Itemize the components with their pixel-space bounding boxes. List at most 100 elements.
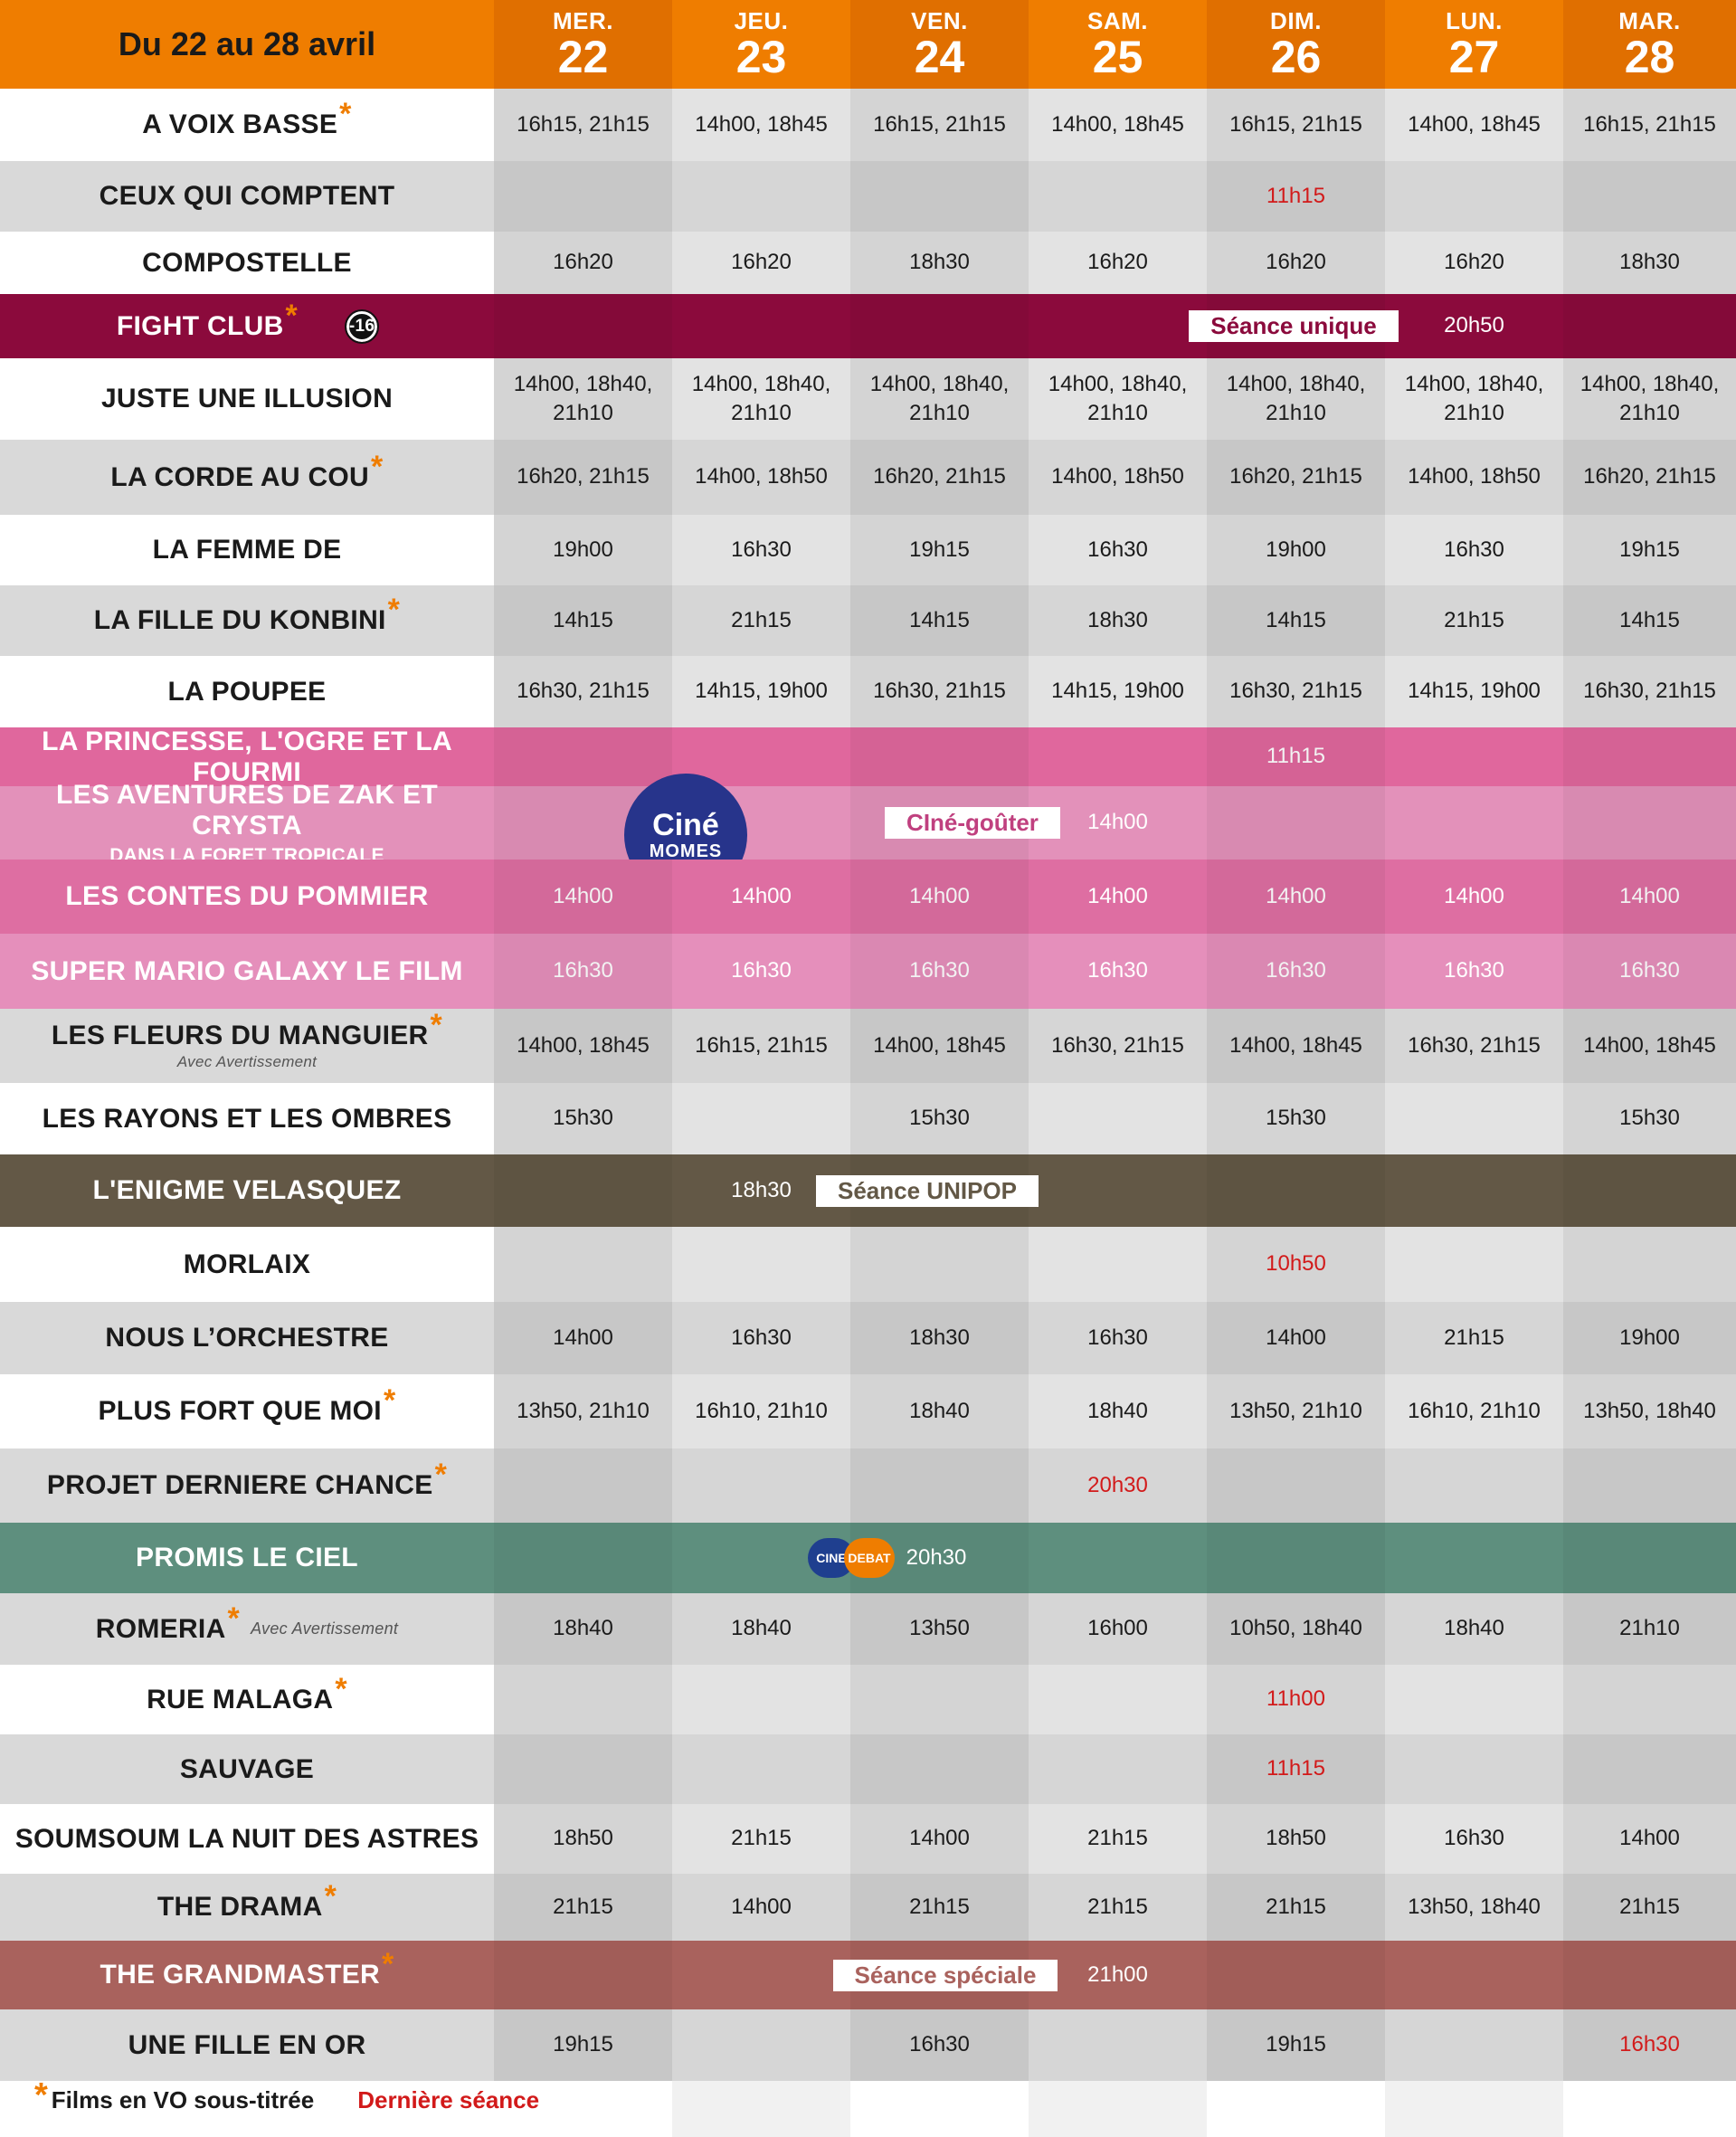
showtime-cell — [1029, 1083, 1207, 1154]
film-title-line: PROJET DERNIERE CHANCE * — [46, 1458, 448, 1500]
showtime-cell: 16h30, 21h15 — [1207, 656, 1385, 727]
film-title: ROMERIA — [95, 1613, 226, 1644]
day-name: JEU. — [734, 7, 789, 34]
film-title-cell: MORLAIX — [0, 1227, 494, 1302]
showtime-cell: 16h15, 21h15 — [1207, 89, 1385, 161]
showtime: 19h00 — [1266, 537, 1326, 562]
showtime-cell: 16h30, 21h15 — [1385, 1009, 1563, 1083]
showtime: 14h00, 18h45 — [873, 1032, 1006, 1058]
showtime-cell — [1385, 1734, 1563, 1804]
logo-debat: DEBAT — [844, 1538, 895, 1578]
session-badge-label: CIné-goûter — [885, 807, 1060, 839]
film-row: SAUVAGE 11h15 — [0, 1734, 1736, 1804]
film-title-line: THE GRANDMASTER * — [100, 1947, 394, 1990]
showtime-cell: 18h40 — [1385, 1593, 1563, 1665]
film-title: LES RAYONS ET LES OMBRES — [42, 1103, 452, 1134]
showtime: 15h30 — [1619, 1106, 1680, 1131]
showtime: 10h50, 18h40 — [1229, 1616, 1362, 1641]
showtime-cell — [1029, 1523, 1207, 1593]
film-row: COMPOSTELLE 16h20 16h20 18h30 16h20 16h20 16h2… — [0, 232, 1736, 294]
showtime-cell: 10h50, 18h40 — [1207, 1593, 1385, 1665]
showtime-cell: 19h15 — [1207, 2009, 1385, 2081]
showtime-cell: 21h15 — [1563, 1874, 1736, 1941]
film-row: RUE MALAGA * 11h00 — [0, 1665, 1736, 1734]
film-title: JUSTE UNE ILLUSION — [100, 384, 394, 413]
footer-cell — [1563, 2081, 1736, 2137]
showtime-cell: 11h15 — [1207, 161, 1385, 232]
showtime-cell: 14h00 — [494, 860, 672, 934]
session-time: 20h50 — [1385, 294, 1563, 358]
showtime: 16h30 — [731, 958, 792, 983]
film-title: LA POUPEE — [167, 676, 327, 707]
day-header-3: SAM. 25 — [1029, 0, 1207, 89]
showtime-cell: 21h15 — [1029, 1874, 1207, 1941]
film-title-line: SUPER MARIO GALAXY LE FILM — [31, 956, 462, 987]
warning-label: Avec Avertissement — [176, 1053, 318, 1070]
film-title-cell: FIGHT CLUB * -16 — [0, 294, 494, 358]
showtime-cell — [1563, 1941, 1736, 2009]
logo-line-1: Ciné — [652, 808, 719, 842]
showtime-cell: 14h15 — [850, 585, 1029, 656]
showtime-cell — [1385, 294, 1563, 358]
film-row: LES AVENTURES DE ZAK ET CRYSTA DANS LA FO… — [0, 774, 1736, 897]
day-number: 25 — [1092, 32, 1143, 82]
film-title: UNE FILLE EN OR — [128, 2029, 366, 2060]
showtime-cell — [672, 1941, 850, 2009]
film-title: MORLAIX — [183, 1249, 311, 1279]
showtime-cell: 21h15 — [850, 1874, 1029, 1941]
showtime-cell: 16h00 — [1029, 1593, 1207, 1665]
film-title-line: NOUS L’ORCHESTRE — [105, 1323, 388, 1353]
session-badge: Séance spéciale — [814, 1941, 1077, 2009]
session-badge: CIné-goûter — [868, 786, 1077, 860]
session-badge-label: Séance spéciale — [832, 1959, 1058, 1991]
showtime-cell: 11h15 — [1207, 1734, 1385, 1804]
film-row: SOUMSOUM LA NUIT DES ASTRES 18h50 21h15 14h… — [0, 1804, 1736, 1874]
session-badge: Séance UNIPOP — [805, 1154, 1049, 1227]
showtime-cell: 14h00, 18h40, 21h10 — [1385, 358, 1563, 440]
showtime-cell — [1029, 1227, 1207, 1302]
showtime: 16h20, 21h15 — [873, 464, 1006, 489]
showtime-cell: 19h15 — [850, 515, 1029, 585]
showtime: 21h00 — [1087, 1961, 1148, 1987]
showtime: 14h15 — [909, 607, 970, 632]
showtime: 14h00, 18h50 — [1051, 464, 1184, 489]
showtime: 21h15 — [731, 607, 792, 632]
film-title-line: L'ENIGME VELASQUEZ — [93, 1175, 402, 1206]
showtime-cell: 16h30 — [672, 515, 850, 585]
film-title-cell: PROJET DERNIERE CHANCE * — [0, 1448, 494, 1523]
film-title: THE DRAMA — [157, 1892, 323, 1922]
film-title-line: LES RAYONS ET LES OMBRES — [43, 1104, 452, 1135]
film-title-cell: LES FLEURS DU MANGUIER * Avec Avertissemen… — [0, 1009, 494, 1083]
footer-cell — [672, 2081, 850, 2137]
showtime-cell — [1029, 1154, 1207, 1227]
showtime-cell — [1563, 1665, 1736, 1734]
showtime-cell: 18h40 — [850, 1374, 1029, 1448]
showtime-cell: 14h00 — [672, 860, 850, 934]
showtime: 16h30 — [1444, 537, 1504, 562]
film-title-line: LA POUPEE — [168, 677, 327, 708]
showtime-cell: 11h00 — [1207, 1665, 1385, 1734]
film-row: THE DRAMA * 21h15 14h00 21h15 21h15 21h15 13h50… — [0, 1874, 1736, 1941]
showtime-cell: 10h50 — [1207, 1227, 1385, 1302]
film-row: CEUX QUI COMPTENT 11h15 — [0, 161, 1736, 232]
showtime: 21h15 — [553, 1894, 613, 1919]
showtime-cell: 14h00, 18h45 — [1385, 89, 1563, 161]
showtime: 16h30, 21h15 — [1051, 1032, 1184, 1058]
film-row: ROMERIA * Avec Avertissement 18h40 18h40 13h5… — [0, 1593, 1736, 1665]
legend-vo: Films en VO sous-titrée — [51, 2086, 315, 2113]
film-title-cell: UNE FILLE EN OR — [0, 2009, 494, 2081]
film-title-cell: CEUX QUI COMPTENT — [0, 161, 494, 232]
showtime-cell: 16h30, 21h15 — [494, 656, 672, 727]
showtime-cell: 18h50 — [494, 1804, 672, 1874]
showtime-cell — [494, 1227, 672, 1302]
day-header-5: LUN. 27 — [1385, 0, 1563, 89]
showtime: 16h20, 21h15 — [1583, 464, 1716, 489]
film-title: COMPOSTELLE — [142, 247, 352, 278]
day-name: SAM. — [1087, 7, 1148, 34]
showtime-cell: 16h30, 21h15 — [850, 656, 1029, 727]
film-title-cell: LES CONTES DU POMMIER — [0, 860, 494, 934]
showtime: 14h00, 18h45 — [1408, 111, 1541, 137]
showtime: 19h15 — [1619, 537, 1680, 562]
film-title-line: THE DRAMA * — [157, 1879, 337, 1922]
showtime: 14h15 — [553, 607, 613, 632]
